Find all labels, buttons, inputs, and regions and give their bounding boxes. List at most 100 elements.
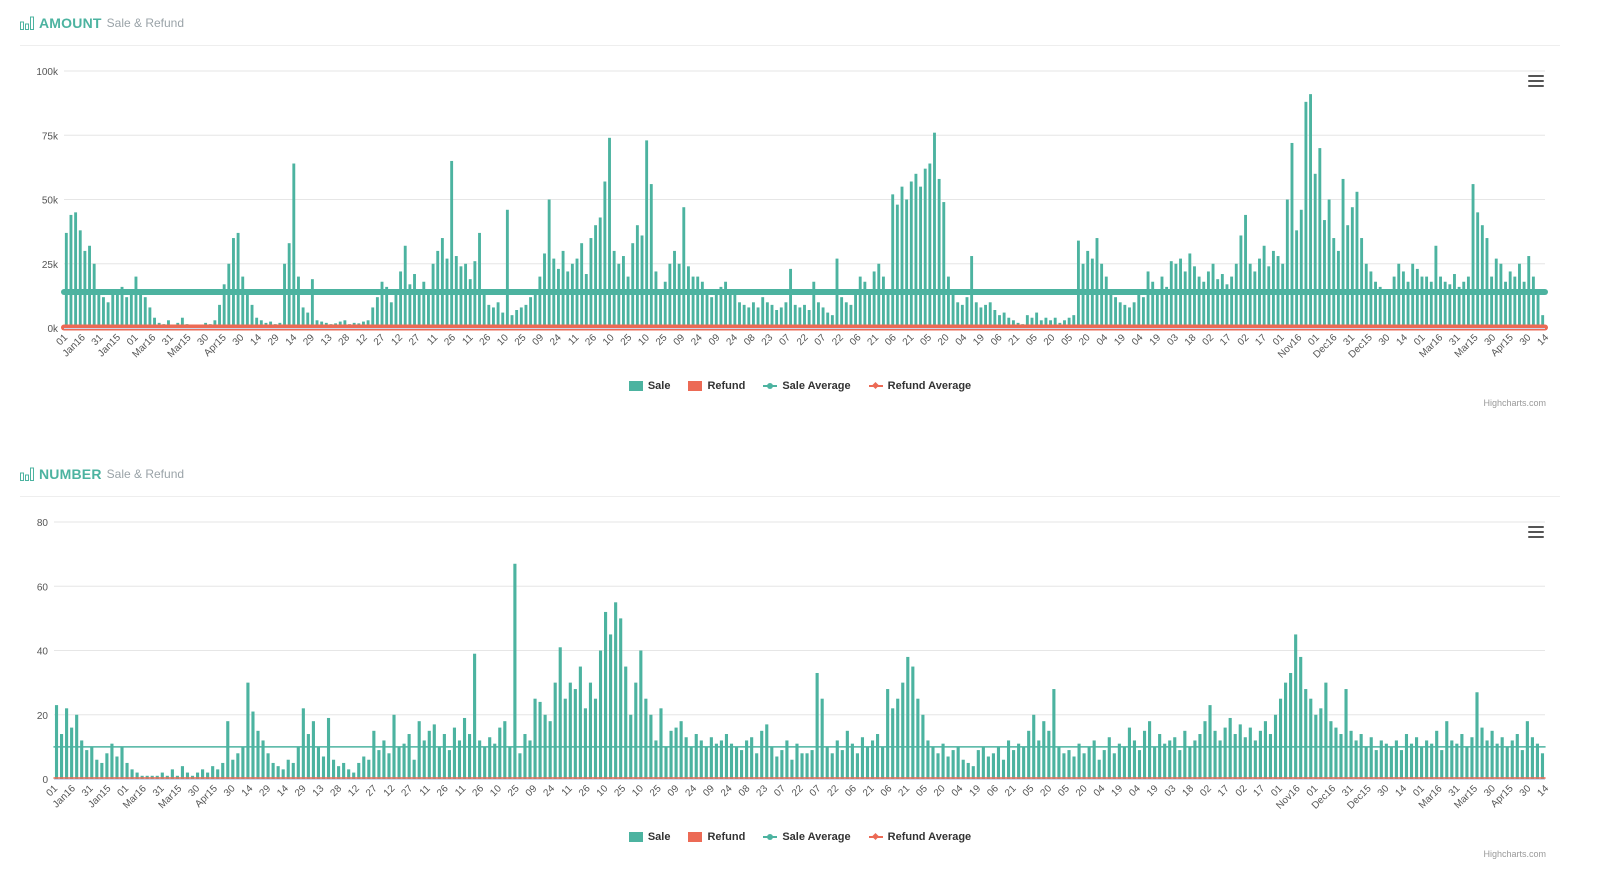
sale-bar[interactable] <box>886 689 890 779</box>
sale-bar[interactable] <box>1295 230 1299 328</box>
sale-bar[interactable] <box>1435 730 1439 779</box>
sale-bar[interactable] <box>78 230 82 328</box>
sale-bar[interactable] <box>1384 743 1388 779</box>
sale-bar[interactable] <box>1434 245 1438 328</box>
sale-bar[interactable] <box>1518 263 1521 328</box>
sale-bar[interactable] <box>503 721 507 779</box>
sale-bar[interactable] <box>568 682 572 780</box>
sale-bar[interactable] <box>1123 304 1127 328</box>
sale-bar[interactable] <box>1281 263 1285 328</box>
sale-bar[interactable] <box>1262 245 1266 328</box>
sale-bar[interactable] <box>1025 315 1029 328</box>
sale-bar[interactable] <box>1001 759 1006 779</box>
sale-bar[interactable] <box>1341 178 1345 328</box>
sale-bar[interactable] <box>1092 740 1096 779</box>
sale-bar[interactable] <box>1109 289 1113 328</box>
sale-bar[interactable] <box>397 746 401 780</box>
sale-bar[interactable] <box>700 281 704 328</box>
sale-bar[interactable] <box>1243 737 1247 779</box>
sale-bar[interactable] <box>895 204 899 328</box>
sale-bar[interactable] <box>580 243 584 328</box>
sale-bar[interactable] <box>251 711 255 779</box>
sale-bar[interactable] <box>1095 238 1099 328</box>
sale-bar[interactable] <box>815 672 819 779</box>
sale-bar[interactable] <box>928 163 932 328</box>
sale-bar[interactable] <box>840 750 844 779</box>
sale-bar[interactable] <box>523 734 527 779</box>
sale-bar[interactable] <box>976 750 980 779</box>
sale-bar[interactable] <box>1114 297 1117 328</box>
sale-bar[interactable] <box>90 746 94 780</box>
sale-bar[interactable] <box>1082 753 1086 779</box>
sale-bar[interactable] <box>488 737 492 779</box>
sale-bar[interactable] <box>668 263 672 328</box>
sale-bar[interactable] <box>352 772 356 779</box>
sale-bar[interactable] <box>845 730 849 779</box>
sale-bar[interactable] <box>789 268 793 328</box>
sale-bar[interactable] <box>427 294 430 328</box>
sale-bar[interactable] <box>70 727 74 779</box>
sale-bar[interactable] <box>1049 320 1052 328</box>
sale-bar[interactable] <box>631 243 635 328</box>
sale-bar[interactable] <box>1011 320 1015 328</box>
sale-bar[interactable] <box>513 563 517 779</box>
sale-bar[interactable] <box>1127 727 1131 779</box>
sale-bar[interactable] <box>442 734 446 779</box>
sale-bar[interactable] <box>1258 730 1262 779</box>
sale-bar[interactable] <box>100 762 104 779</box>
sale-bar[interactable] <box>751 302 755 328</box>
sale-bar[interactable] <box>408 284 412 328</box>
sale-bar[interactable] <box>528 740 532 779</box>
sale-bar[interactable] <box>1268 734 1273 779</box>
sale-bar[interactable] <box>709 737 713 779</box>
sale-bar[interactable] <box>1253 271 1257 328</box>
sale-bar[interactable] <box>321 756 326 779</box>
sale-bar[interactable] <box>148 307 152 328</box>
sale-bar[interactable] <box>1248 727 1252 779</box>
sale-bar[interactable] <box>115 294 119 328</box>
sale-bar[interactable] <box>1448 284 1452 328</box>
sale-bar[interactable] <box>588 682 593 780</box>
sale-bar[interactable] <box>901 682 905 780</box>
sale-bar[interactable] <box>1104 276 1108 328</box>
sale-bar[interactable] <box>1520 750 1524 779</box>
sale-bar[interactable] <box>1076 240 1080 328</box>
sale-bar[interactable] <box>362 756 366 779</box>
sale-bar[interactable] <box>231 759 235 779</box>
sale-bar[interactable] <box>553 682 557 780</box>
sale-bar[interactable] <box>1439 276 1442 328</box>
sale-bar[interactable] <box>1475 692 1479 779</box>
sale-bar[interactable] <box>854 289 858 328</box>
sale-bar[interactable] <box>1359 734 1363 779</box>
sale-bar[interactable] <box>1457 286 1461 328</box>
sale-bar[interactable] <box>306 734 310 779</box>
sale-bar[interactable] <box>88 245 91 328</box>
sale-bar[interactable] <box>1117 743 1121 779</box>
sale-bar[interactable] <box>236 232 240 328</box>
sale-bar[interactable] <box>663 281 667 328</box>
sale-bar[interactable] <box>981 746 985 780</box>
sale-bar[interactable] <box>292 163 296 328</box>
sale-bar[interactable] <box>991 753 995 779</box>
sale-bar[interactable] <box>984 304 987 328</box>
sale-bar[interactable] <box>1239 235 1243 328</box>
sale-bar[interactable] <box>464 263 468 328</box>
sale-bar[interactable] <box>821 307 825 328</box>
sale-bar[interactable] <box>916 698 920 779</box>
sale-bar[interactable] <box>385 286 389 328</box>
sale-bar[interactable] <box>468 734 472 779</box>
sale-bar[interactable] <box>69 214 73 328</box>
sale-bar[interactable] <box>1233 734 1237 779</box>
sale-bar[interactable] <box>483 746 487 780</box>
sale-bar[interactable] <box>805 753 809 779</box>
sale-bar[interactable] <box>180 766 185 779</box>
sale-bar[interactable] <box>966 762 970 779</box>
sale-bar[interactable] <box>403 245 407 328</box>
sale-bar[interactable] <box>624 666 628 779</box>
sale-bar[interactable] <box>578 666 582 779</box>
sale-bar[interactable] <box>432 724 436 779</box>
sale-bar[interactable] <box>1290 142 1294 328</box>
sale-bar[interactable] <box>342 762 346 779</box>
sale-bar[interactable] <box>508 746 512 780</box>
sale-bar[interactable] <box>283 263 286 328</box>
